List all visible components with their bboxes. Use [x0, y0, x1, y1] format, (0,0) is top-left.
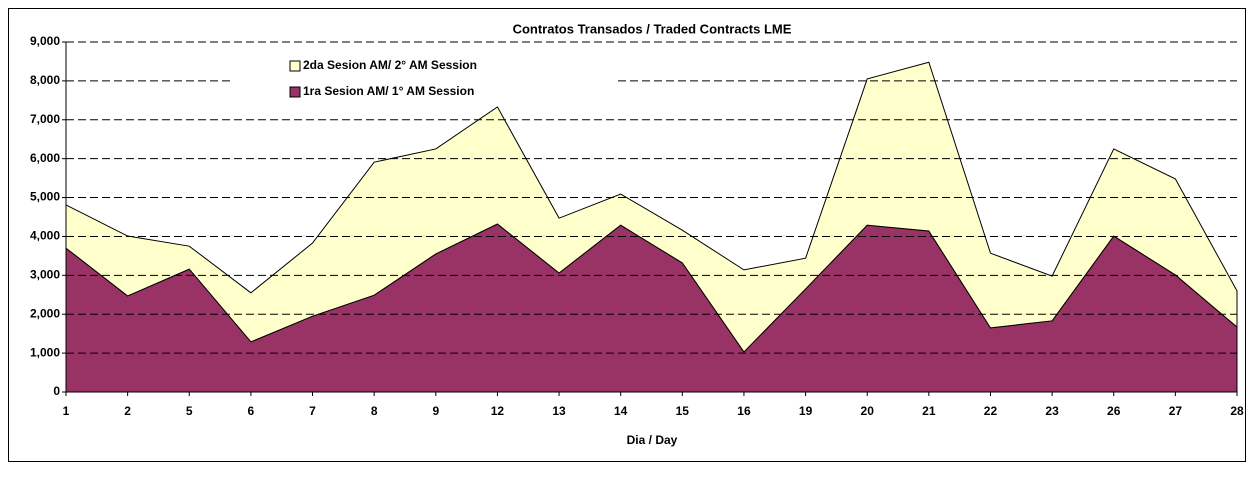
x-tick-label: 9	[432, 404, 439, 418]
x-tick-label: 6	[248, 404, 255, 418]
x-tick-label: 8	[371, 404, 378, 418]
y-tick-label: 9,000	[30, 34, 60, 48]
legend-label: 2da Sesion AM/ 2° AM Session	[303, 58, 477, 72]
x-tick-label: 23	[1045, 404, 1059, 418]
x-tick-label: 13	[552, 404, 566, 418]
y-tick-label: 5,000	[30, 190, 60, 204]
x-tick-label: 7	[309, 404, 316, 418]
x-tick-label: 26	[1107, 404, 1121, 418]
x-tick-label: 16	[737, 404, 751, 418]
area	[65, 61, 1238, 353]
y-tick-label: 2,000	[30, 306, 60, 320]
x-tick-label: 1	[63, 404, 70, 418]
x-tick-label: 19	[799, 404, 813, 418]
x-axis-label: Dia / Day	[627, 433, 678, 447]
legend-label: 1ra Sesion AM/ 1° AM Session	[303, 84, 474, 98]
legend-swatch	[289, 60, 301, 72]
y-tick-label: 7,000	[30, 112, 60, 126]
y-tick-label: 8,000	[30, 73, 60, 87]
y-tick-label: 1,000	[30, 345, 60, 359]
y-tick-label: 3,000	[30, 268, 60, 282]
legend-swatch	[289, 86, 301, 98]
y-tick-label: 0	[53, 384, 60, 398]
x-tick-label: 2	[124, 404, 131, 418]
x-tick-label: 20	[861, 404, 875, 418]
y-tick-label: 6,000	[30, 151, 60, 165]
x-tick-label: 27	[1169, 404, 1183, 418]
x-tick-label: 5	[186, 404, 193, 418]
x-tick-label: 28	[1230, 404, 1244, 418]
y-tick-label: 4,000	[30, 229, 60, 243]
chart-title: Contratos Transados / Traded Contracts L…	[513, 21, 792, 36]
x-tick-label: 22	[984, 404, 998, 418]
x-tick-label: 15	[676, 404, 690, 418]
x-tick-label: 21	[922, 404, 936, 418]
x-tick-label: 14	[614, 404, 628, 418]
x-tick-label: 12	[491, 404, 505, 418]
